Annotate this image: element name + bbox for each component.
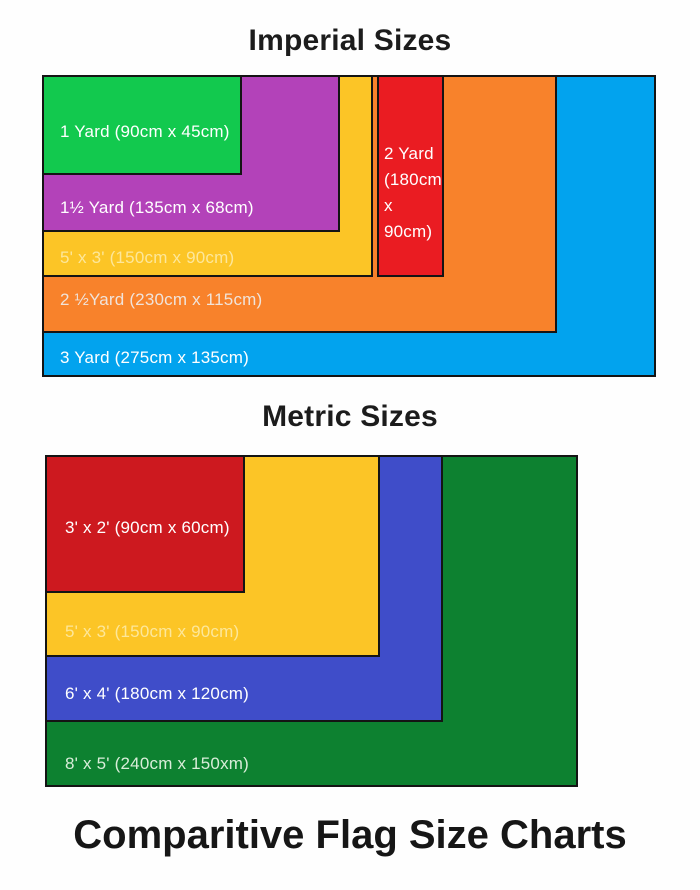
imperial-flag-1-yard: 1 Yard (90cm x 45cm) [42,75,242,175]
metric-flag-label-5x3: 5' x 3' (150cm x 90cm) [65,622,240,641]
imperial-flag-label-1-yard: 1 Yard (90cm x 45cm) [60,122,230,141]
imperial-flag-label-1half-yard: 1½ Yard (135cm x 68cm) [60,198,254,217]
imperial-section-title: Imperial Sizes [248,24,452,57]
metric-flag-label-8x5: 8' x 5' (240cm x 150xm) [65,754,249,773]
metric-chart: 8' x 5' (240cm x 150xm) 6' x 4' (180cm x … [45,455,578,787]
imperial-flag-label-5x3: 5' x 3' (150cm x 90cm) [60,248,235,267]
metric-flag-label-6x4: 6' x 4' (180cm x 120cm) [65,684,249,703]
metric-flag-label-3x2: 3' x 2' (90cm x 60cm) [65,518,230,537]
imperial-flag-label-2-yard: 2 Yard (180cm x 90cm) [384,144,442,241]
imperial-flag-2-yard: 2 Yard (180cm x 90cm) [377,75,444,277]
imperial-flag-label-2half-yard: 2 ½Yard (230cm x 115cm) [60,290,263,309]
imperial-flag-label-3-yard: 3 Yard (275cm x 135cm) [60,348,249,367]
page-title: Comparitive Flag Size Charts [73,813,627,857]
metric-section-title: Metric Sizes [262,400,438,433]
metric-flag-3x2: 3' x 2' (90cm x 60cm) [45,455,245,593]
imperial-chart: 3 Yard (275cm x 135cm) 2 ½Yard (230cm x 1… [42,75,656,377]
